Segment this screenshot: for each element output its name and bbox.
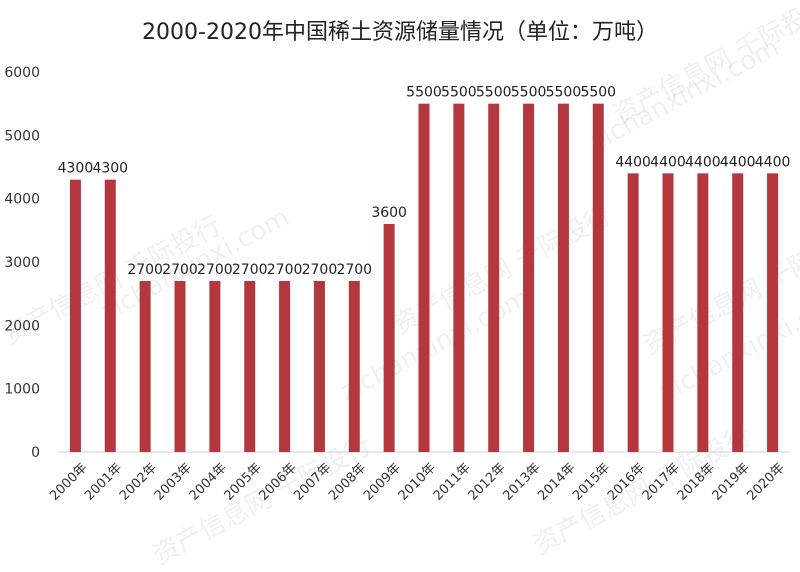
x-tick-label: 2010年 <box>396 460 439 503</box>
bar <box>209 281 221 452</box>
x-tick-label: 2002年 <box>117 460 160 503</box>
y-tick-label: 5000 <box>4 128 40 144</box>
x-tick-label: 2020年 <box>744 460 787 503</box>
data-label: 2700 <box>127 262 163 278</box>
data-label: 5500 <box>441 85 477 101</box>
data-label: 5500 <box>546 85 582 101</box>
bar <box>557 103 569 453</box>
x-tick-label: 2017年 <box>640 460 683 503</box>
x-tick-label: 2012年 <box>466 460 509 503</box>
x-tick-label: 2011年 <box>431 460 474 503</box>
x-tick-label: 2014年 <box>535 460 578 503</box>
data-label: 3600 <box>371 205 407 221</box>
bar <box>244 281 256 452</box>
data-label: 4300 <box>92 161 128 177</box>
x-tick-label: 2018年 <box>675 460 718 503</box>
data-label: 2700 <box>267 262 303 278</box>
x-tick-label: 2016年 <box>605 460 648 503</box>
x-tick-label: 2019年 <box>710 460 753 503</box>
bar <box>69 179 81 452</box>
x-tick-label: 2003年 <box>152 460 195 503</box>
x-tick-label: 2004年 <box>187 460 230 503</box>
data-label: 5500 <box>511 85 547 101</box>
x-tick-label: 2013年 <box>500 460 543 503</box>
data-label: 2700 <box>336 262 372 278</box>
x-tick-label: 2000年 <box>47 460 90 503</box>
x-tick-label: 2015年 <box>570 460 613 503</box>
chart-title: 2000-2020年中国稀土资源储量情况（单位：万吨） <box>142 20 658 45</box>
bar <box>383 224 395 452</box>
x-tick-label: 2009年 <box>361 460 404 503</box>
bar <box>174 281 186 452</box>
data-label: 5500 <box>580 85 616 101</box>
data-label: 2700 <box>162 262 198 278</box>
data-label: 4400 <box>685 154 721 170</box>
data-label: 4300 <box>58 161 94 177</box>
data-label: 4400 <box>720 154 756 170</box>
data-label: 4400 <box>615 154 651 170</box>
x-tick-label: 2007年 <box>291 460 334 503</box>
bar <box>418 103 430 453</box>
y-tick-label: 4000 <box>4 192 40 208</box>
bar <box>627 173 639 453</box>
y-tick-label: 0 <box>31 445 40 461</box>
data-label: 4400 <box>650 154 686 170</box>
bar <box>488 103 500 453</box>
bar <box>313 281 325 452</box>
bar <box>732 173 744 453</box>
bar <box>139 281 151 452</box>
x-tick-label: 2005年 <box>222 460 265 503</box>
data-label: 5500 <box>406 85 442 101</box>
bar <box>697 173 709 453</box>
data-label: 4400 <box>755 154 791 170</box>
x-tick-label: 2001年 <box>82 460 125 503</box>
bar <box>523 103 535 453</box>
data-label: 2700 <box>302 262 338 278</box>
y-tick-label: 1000 <box>4 382 40 398</box>
bar <box>104 179 116 452</box>
bar-chart: 0 1000 2000 3000 4000 5000 6000 4300 2000年 4300 20… <box>4 65 791 504</box>
data-label: 5500 <box>476 85 512 101</box>
data-label: 2700 <box>197 262 233 278</box>
x-tick-label: 2006年 <box>256 460 299 503</box>
data-label: 2700 <box>232 262 268 278</box>
bar <box>592 103 604 453</box>
bar <box>767 173 779 453</box>
bar <box>348 281 360 452</box>
y-tick-label: 3000 <box>4 255 40 271</box>
bar <box>453 103 465 453</box>
bar <box>279 281 291 452</box>
x-tick-label: 2008年 <box>326 460 369 503</box>
bar <box>662 173 674 453</box>
y-tick-label: 2000 <box>4 318 40 334</box>
y-tick-label: 6000 <box>4 65 40 81</box>
